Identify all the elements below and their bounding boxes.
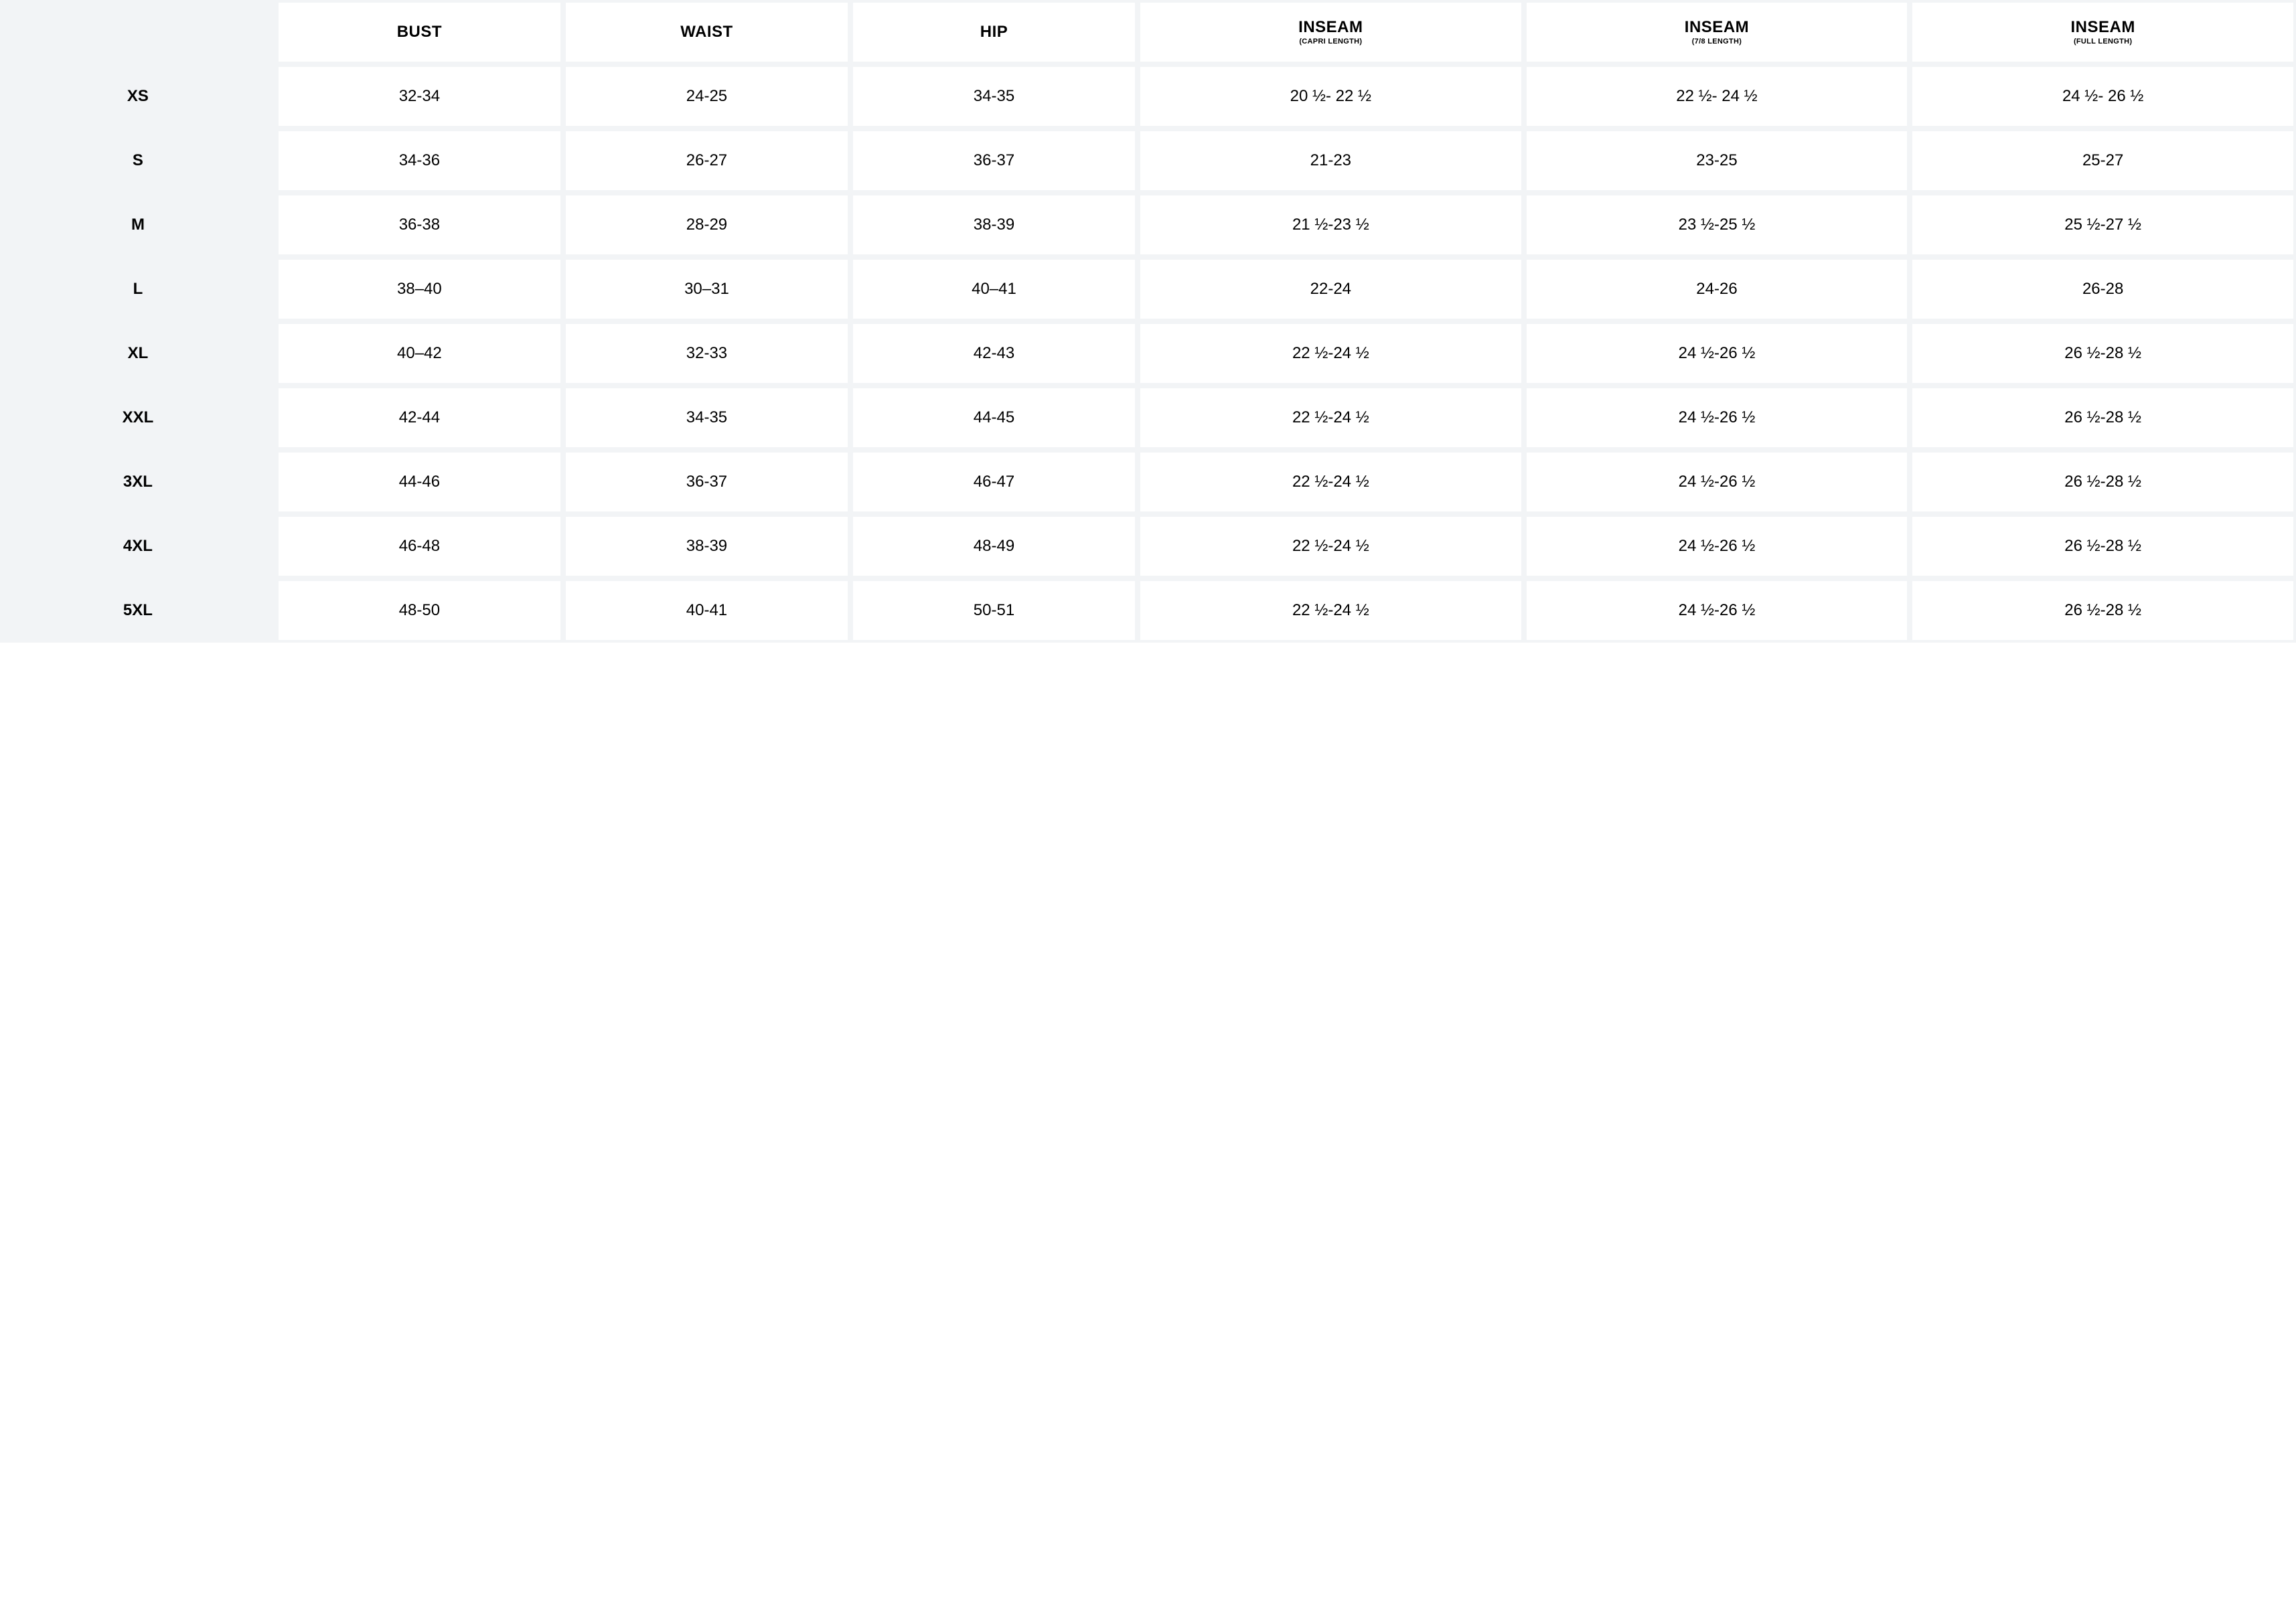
measurement-cell: 24 ½- 26 ½: [1910, 64, 2296, 129]
measurement-cell: 24-25: [563, 64, 850, 129]
table-row: XXL42-4434-3544-4522 ½-24 ½24 ½-26 ½26 ½…: [0, 386, 2296, 450]
column-header-inseam-capri: INSEAM (CAPRI LENGTH): [1138, 0, 1524, 64]
measurement-cell: 38–40: [276, 257, 563, 321]
measurement-cell: 25 ½-27 ½: [1910, 193, 2296, 257]
measurement-cell: 44-46: [276, 450, 563, 514]
measurement-cell: 36-37: [850, 129, 1138, 193]
measurement-cell: 20 ½- 22 ½: [1138, 64, 1524, 129]
table-row: XS32-3424-2534-3520 ½- 22 ½22 ½- 24 ½24 …: [0, 64, 2296, 129]
column-header-label: HIP: [980, 23, 1008, 41]
column-header-hip: HIP: [850, 0, 1138, 64]
measurement-cell: 40-41: [563, 578, 850, 643]
row-header-size: M: [0, 193, 276, 257]
measurement-cell: 48-49: [850, 514, 1138, 578]
table-row: S34-3626-2736-3721-2323-2525-27: [0, 129, 2296, 193]
table-row: L38–4030–3140–4122-2424-2626-28: [0, 257, 2296, 321]
measurement-cell: 38-39: [563, 514, 850, 578]
table-row: 3XL44-4636-3746-4722 ½-24 ½24 ½-26 ½26 ½…: [0, 450, 2296, 514]
measurement-cell: 26-28: [1910, 257, 2296, 321]
column-header-label: INSEAM: [1298, 19, 1363, 36]
measurement-cell: 23-25: [1524, 129, 1910, 193]
measurement-cell: 34-35: [850, 64, 1138, 129]
header-corner-cell: [0, 0, 276, 64]
measurement-cell: 26 ½-28 ½: [1910, 321, 2296, 386]
measurement-cell: 46-47: [850, 450, 1138, 514]
measurement-cell: 22 ½-24 ½: [1138, 386, 1524, 450]
row-header-size: S: [0, 129, 276, 193]
measurement-cell: 22-24: [1138, 257, 1524, 321]
measurement-cell: 22 ½-24 ½: [1138, 321, 1524, 386]
measurement-cell: 26 ½-28 ½: [1910, 578, 2296, 643]
column-header-label: INSEAM: [1685, 19, 1749, 36]
measurement-cell: 42-44: [276, 386, 563, 450]
measurement-cell: 24 ½-26 ½: [1524, 386, 1910, 450]
measurement-cell: 26-27: [563, 129, 850, 193]
measurement-cell: 40–42: [276, 321, 563, 386]
measurement-cell: 46-48: [276, 514, 563, 578]
column-header-label: WAIST: [680, 23, 733, 41]
measurement-cell: 34-36: [276, 129, 563, 193]
measurement-cell: 48-50: [276, 578, 563, 643]
column-header-sublabel: (CAPRI LENGTH): [1299, 37, 1362, 46]
measurement-cell: 32-33: [563, 321, 850, 386]
column-header-label: BUST: [397, 23, 442, 41]
row-header-size: 5XL: [0, 578, 276, 643]
header-row: BUST WAIST HIP INSEAM (CAPRI LENGTH): [0, 0, 2296, 64]
measurement-cell: 24 ½-26 ½: [1524, 578, 1910, 643]
measurement-cell: 32-34: [276, 64, 563, 129]
size-table-body: XS32-3424-2534-3520 ½- 22 ½22 ½- 24 ½24 …: [0, 64, 2296, 643]
table-row: 4XL46-4838-3948-4922 ½-24 ½24 ½-26 ½26 ½…: [0, 514, 2296, 578]
measurement-cell: 26 ½-28 ½: [1910, 514, 2296, 578]
row-header-size: 4XL: [0, 514, 276, 578]
measurement-cell: 50-51: [850, 578, 1138, 643]
measurement-cell: 36-38: [276, 193, 563, 257]
measurement-cell: 25-27: [1910, 129, 2296, 193]
measurement-cell: 44-45: [850, 386, 1138, 450]
column-header-sublabel: (7/8 LENGTH): [1692, 37, 1742, 46]
measurement-cell: 24 ½-26 ½: [1524, 321, 1910, 386]
measurement-cell: 42-43: [850, 321, 1138, 386]
measurement-cell: 22 ½- 24 ½: [1524, 64, 1910, 129]
measurement-cell: 22 ½-24 ½: [1138, 578, 1524, 643]
measurement-cell: 24 ½-26 ½: [1524, 514, 1910, 578]
size-chart-table: BUST WAIST HIP INSEAM (CAPRI LENGTH): [0, 0, 2296, 643]
column-header-waist: WAIST: [563, 0, 850, 64]
measurement-cell: 30–31: [563, 257, 850, 321]
column-header-inseam-78: INSEAM (7/8 LENGTH): [1524, 0, 1910, 64]
measurement-cell: 21-23: [1138, 129, 1524, 193]
measurement-cell: 24-26: [1524, 257, 1910, 321]
table-row: M36-3828-2938-3921 ½-23 ½23 ½-25 ½25 ½-2…: [0, 193, 2296, 257]
measurement-cell: 28-29: [563, 193, 850, 257]
row-header-size: XS: [0, 64, 276, 129]
measurement-cell: 36-37: [563, 450, 850, 514]
measurement-cell: 34-35: [563, 386, 850, 450]
row-header-size: L: [0, 257, 276, 321]
column-header-bust: BUST: [276, 0, 563, 64]
column-header-inseam-full: INSEAM (FULL LENGTH): [1910, 0, 2296, 64]
measurement-cell: 22 ½-24 ½: [1138, 450, 1524, 514]
measurement-cell: 40–41: [850, 257, 1138, 321]
measurement-cell: 23 ½-25 ½: [1524, 193, 1910, 257]
measurement-cell: 26 ½-28 ½: [1910, 450, 2296, 514]
row-header-size: 3XL: [0, 450, 276, 514]
measurement-cell: 22 ½-24 ½: [1138, 514, 1524, 578]
column-header-label: INSEAM: [2070, 19, 2135, 36]
table-row: XL40–4232-3342-4322 ½-24 ½24 ½-26 ½26 ½-…: [0, 321, 2296, 386]
table-row: 5XL48-5040-4150-5122 ½-24 ½24 ½-26 ½26 ½…: [0, 578, 2296, 643]
row-header-size: XXL: [0, 386, 276, 450]
column-header-sublabel: (FULL LENGTH): [2074, 37, 2132, 46]
measurement-cell: 21 ½-23 ½: [1138, 193, 1524, 257]
measurement-cell: 24 ½-26 ½: [1524, 450, 1910, 514]
row-header-size: XL: [0, 321, 276, 386]
measurement-cell: 38-39: [850, 193, 1138, 257]
measurement-cell: 26 ½-28 ½: [1910, 386, 2296, 450]
